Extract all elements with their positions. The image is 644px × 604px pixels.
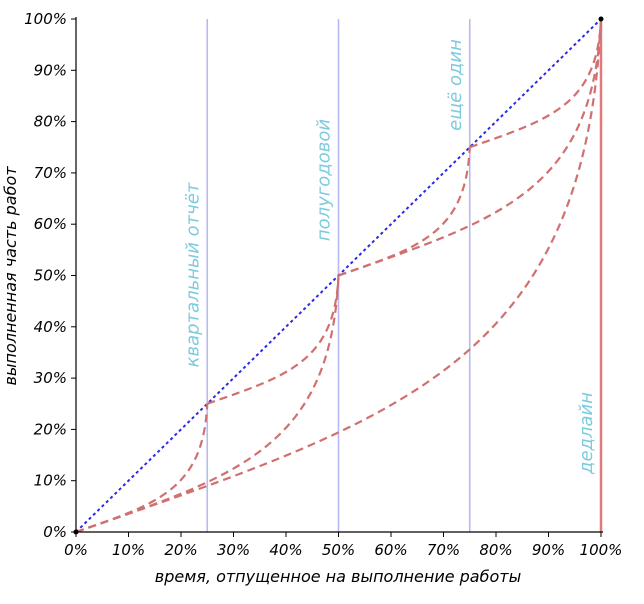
y-tick-label-3: 30% bbox=[34, 369, 67, 387]
y-tick-label-1: 10% bbox=[34, 472, 67, 490]
y-tick-label-4: 40% bbox=[34, 318, 67, 336]
x-axis-label: время, отпущенное на выполнение работы bbox=[155, 567, 521, 586]
x-tick-label-3: 30% bbox=[217, 541, 250, 559]
milestone-label-2: полугодовой bbox=[314, 119, 335, 241]
x-tick-label-5: 50% bbox=[322, 541, 355, 559]
end-point bbox=[598, 16, 604, 22]
x-tick-label-9: 90% bbox=[532, 541, 565, 559]
x-tick-label-10: 100% bbox=[580, 541, 623, 559]
milestone-label-1: квартальный отчёт bbox=[182, 182, 203, 367]
x-tick-label-7: 70% bbox=[427, 541, 460, 559]
milestone-lines bbox=[206, 19, 603, 532]
x-tick-label-4: 40% bbox=[269, 541, 302, 559]
milestone-label-3: ещё один bbox=[445, 39, 466, 131]
y-tick-label-7: 70% bbox=[34, 164, 67, 182]
milestone-label-4: дедлайн bbox=[576, 392, 597, 475]
x-tick-label-8: 80% bbox=[479, 541, 512, 559]
y-tick-label-9: 90% bbox=[34, 61, 67, 79]
series-group bbox=[73, 16, 604, 535]
labels: 0% 10% 20% 30% 40% 50% 60% 70% 80% 90% 100% 0% 10% 20… bbox=[24, 10, 622, 559]
x-tick-label-6: 60% bbox=[374, 541, 407, 559]
y-tick-label-8: 80% bbox=[34, 113, 67, 131]
x-tick-label-1: 10% bbox=[112, 541, 145, 559]
axes bbox=[71, 17, 603, 537]
actual-curve-4 bbox=[469, 18, 603, 149]
actual-curve-6 bbox=[338, 18, 603, 277]
actual-curve-2 bbox=[206, 275, 340, 405]
actual-curve-7 bbox=[75, 18, 603, 534]
y-tick-label-5: 50% bbox=[34, 267, 67, 285]
y-tick-label-6: 60% bbox=[34, 215, 67, 233]
x-tick-label-0: 0% bbox=[64, 541, 88, 559]
y-axis-label: выполненная часть работ bbox=[1, 166, 20, 386]
y-tick-label-10: 100% bbox=[24, 10, 67, 28]
x-tick-label-2: 20% bbox=[164, 541, 197, 559]
y-tick-label-2: 20% bbox=[34, 420, 67, 438]
y-tick-label-0: 0% bbox=[43, 523, 67, 541]
